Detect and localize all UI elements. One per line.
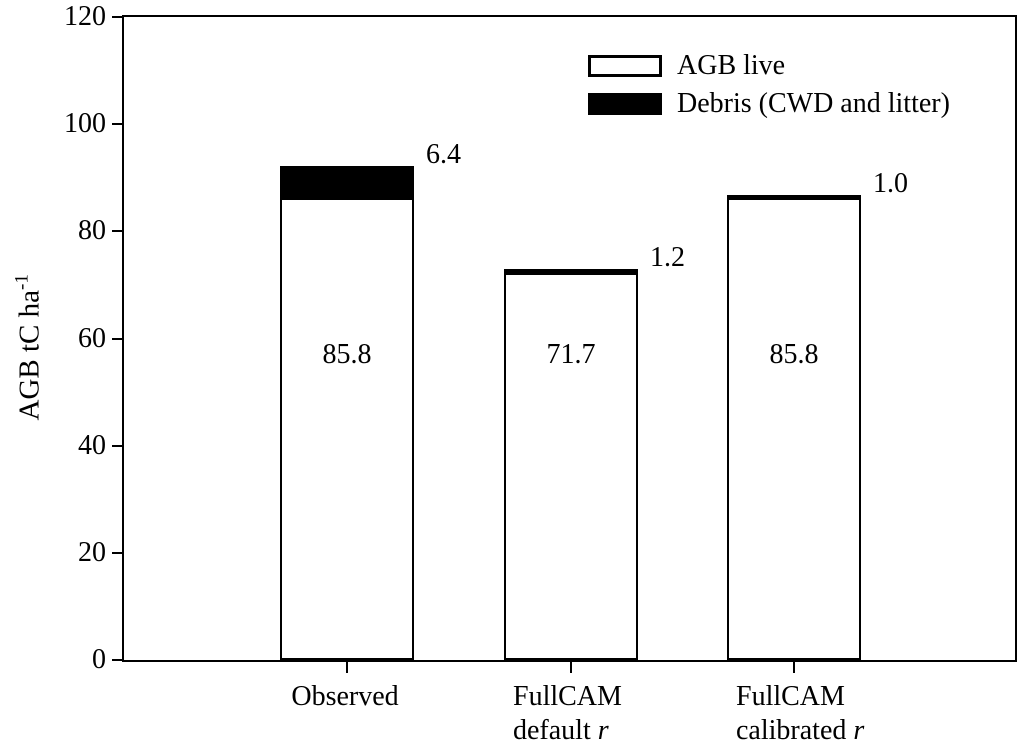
bar-3 [727, 195, 861, 660]
y-axis-title-text: AGB tC ha [13, 290, 46, 421]
y-axis-title-exponent: -1 [11, 274, 33, 290]
bar-1 [280, 166, 414, 660]
x-axis-tick [570, 662, 572, 673]
y-axis-tick-label: 120 [64, 1, 106, 32]
legend-swatch-black-icon [588, 93, 662, 115]
y-axis-tick-label: 20 [78, 536, 106, 568]
plot-area: 85.8 6.4 71.7 1.2 85.8 1.0 [122, 15, 1017, 662]
bar-top-annotation: 1.2 [650, 242, 685, 273]
bar-inner-value-label: 85.8 [769, 339, 819, 370]
bar-segment-debris [506, 271, 636, 275]
x-axis-category-label: FullCAM default r [513, 681, 622, 746]
y-axis-tick-label: 40 [78, 429, 106, 461]
bar-top-annotation: 1.0 [873, 168, 908, 199]
bar-inner-value-label: 85.8 [322, 339, 372, 370]
y-axis-tick [112, 337, 122, 340]
x-axis-category-label: Observed [291, 681, 399, 712]
legend-swatch-white-icon [588, 55, 662, 77]
legend-entry-agb-live: AGB live [588, 51, 785, 81]
legend-label-agb-live: AGB live [677, 50, 786, 81]
y-axis-tick [112, 230, 122, 233]
category-label-italic-r: r [597, 715, 609, 746]
legend-entry-debris: Debris (CWD and litter) [588, 89, 950, 119]
bar-top-annotation: 6.4 [426, 139, 461, 170]
x-axis-category-label: FullCAM calibrated r [736, 681, 865, 746]
bar-2 [504, 269, 638, 660]
y-axis-tick [112, 659, 122, 661]
y-axis-tick-label: 0 [92, 644, 106, 675]
category-label-italic-r: r [853, 715, 865, 746]
bar-inner-value-label: 71.7 [546, 339, 596, 370]
bar-segment-debris [282, 168, 412, 200]
y-axis-tick [112, 123, 122, 126]
legend-label-debris: Debris (CWD and litter) [677, 88, 950, 119]
y-axis-tick [112, 444, 122, 447]
y-axis-tick [112, 551, 122, 554]
x-axis-tick [793, 662, 795, 673]
x-axis-tick [346, 662, 348, 673]
y-axis-tick-label: 100 [64, 108, 106, 140]
y-axis-tick [112, 16, 122, 18]
y-axis-tick-label: 60 [78, 322, 106, 354]
y-axis-tick-label: 80 [78, 215, 106, 247]
bar-segment-debris [729, 197, 859, 200]
